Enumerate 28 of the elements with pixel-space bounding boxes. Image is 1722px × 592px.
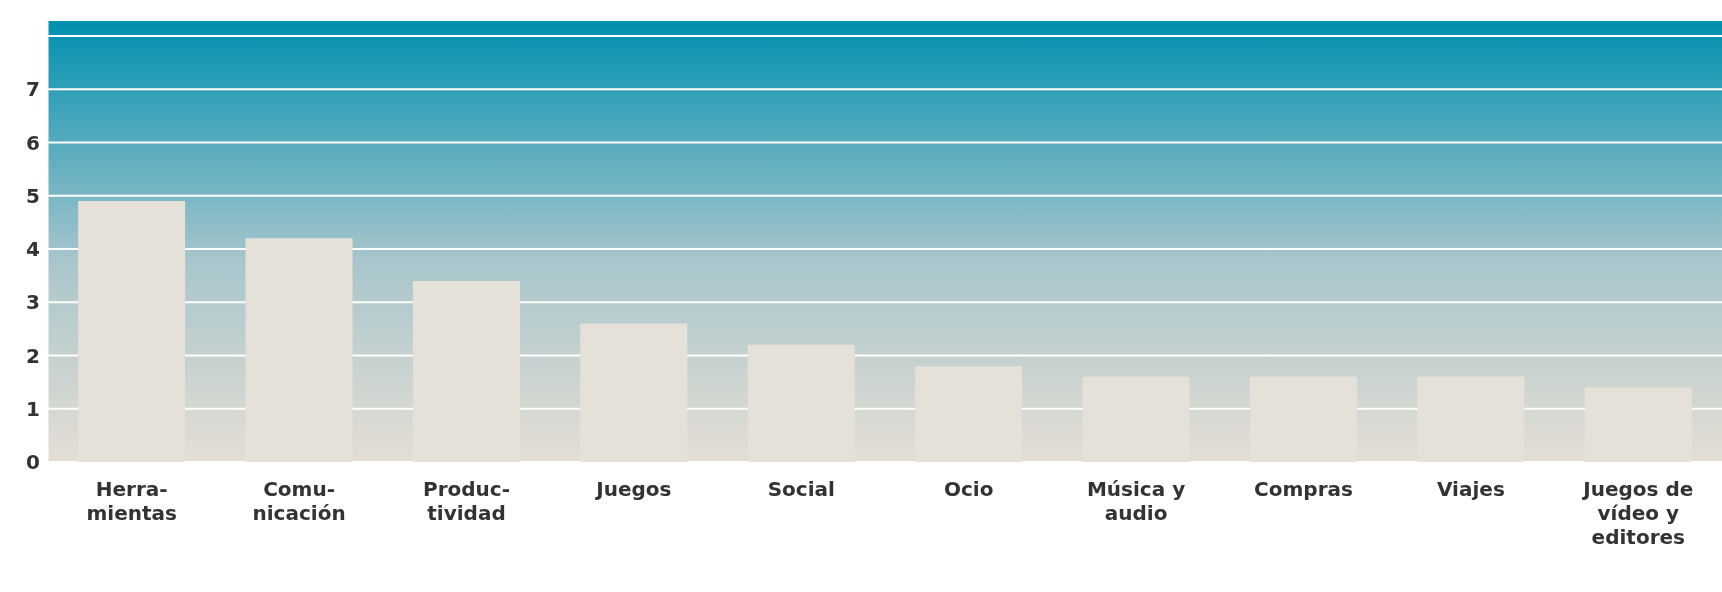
bar: [1417, 376, 1525, 462]
x-tick-label: Juegos de vídeo y editores: [1581, 477, 1694, 549]
bar: [1584, 387, 1692, 462]
bar: [915, 366, 1023, 462]
x-tick-label: Produc- tividad: [423, 477, 510, 525]
x-tick-label: Social: [767, 477, 835, 501]
x-tick-label: Comu- nicación: [252, 477, 346, 525]
y-tick-label: 3: [26, 290, 40, 315]
bar: [1249, 376, 1357, 462]
x-tick-label: Ocio: [943, 477, 994, 501]
bar: [747, 344, 855, 462]
y-tick-label: 7: [26, 77, 40, 102]
y-tick-label: 5: [26, 183, 40, 208]
bar: [245, 238, 353, 462]
y-tick-label: 6: [26, 130, 40, 155]
y-tick-label: 0: [26, 450, 40, 475]
bar: [1082, 376, 1190, 462]
y-tick-label: 2: [26, 343, 40, 368]
x-tick-label: Música y audio: [1086, 477, 1186, 525]
bar: [412, 280, 520, 462]
bar: [580, 323, 688, 462]
x-tick-label: Juegos: [594, 477, 672, 501]
y-tick-label: 4: [26, 237, 40, 262]
y-tick-label: 1: [26, 396, 40, 421]
bar: [78, 201, 186, 462]
x-tick-label: Viajes: [1436, 477, 1505, 501]
x-tick-label: Compras: [1254, 477, 1353, 501]
x-tick-label: Herra- mientas: [86, 477, 177, 525]
